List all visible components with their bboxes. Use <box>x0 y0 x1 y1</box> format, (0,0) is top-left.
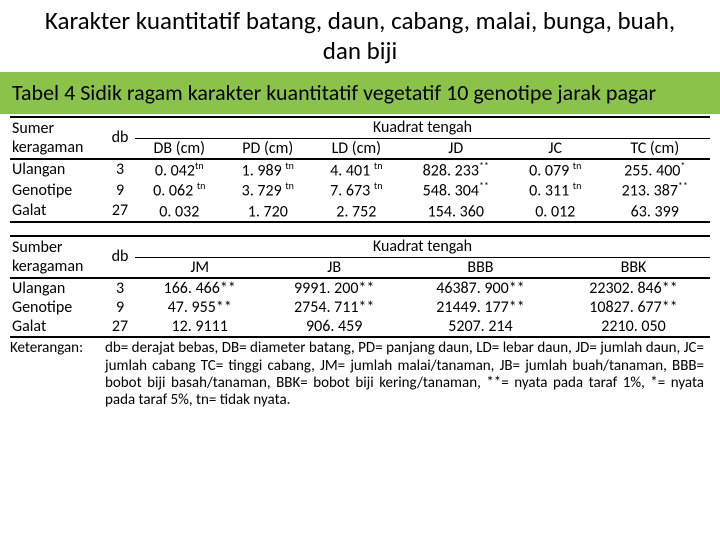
t1-r1-db: 9 <box>105 180 135 201</box>
t2-r2-c1: 906. 459 <box>264 317 404 337</box>
t2-r2-src: Galat <box>10 317 105 337</box>
slide-title: Karakter kuantitatif batang, daun, caban… <box>0 0 720 72</box>
t1-r0-c2: 4. 401 tn <box>312 159 401 180</box>
keterangan-label: Keterangan: <box>10 337 105 413</box>
t2-r1-c2: 21449. 177** <box>404 298 557 317</box>
t1-r0-c3: 828. 233** <box>401 159 511 180</box>
t2-r1-src: Genotipe <box>10 298 105 317</box>
t2-row-1: Genotipe 9 47. 955** 2754. 711** 21449. … <box>10 298 710 317</box>
t1-rowhead: Sumer keragaman <box>12 119 83 157</box>
t1-col-3: JD <box>401 138 511 158</box>
keterangan-row: Keterangan: db= derajat bebas, DB= diame… <box>10 337 710 413</box>
t1-kuadrat-head: Kuadrat tengah <box>135 117 710 138</box>
t1-col-4: JC <box>511 138 600 158</box>
t1-r1-c5: 213. 387** <box>600 180 711 201</box>
t2-db-head: db <box>105 236 135 277</box>
t1-r0-c0: 0. 042tn <box>135 159 224 180</box>
t1-r0-c5: 255. 400* <box>600 159 711 180</box>
t1-r2-db: 27 <box>105 201 135 223</box>
t2-r2-db: 27 <box>105 317 135 337</box>
table-1: Sumer keragaman db Kuadrat tengah DB (cm… <box>0 114 720 223</box>
t2-r2-c3: 2210. 050 <box>557 317 710 337</box>
t1-r0-db: 3 <box>105 159 135 180</box>
t1-row-2: Galat 27 0. 032 1. 720 2. 752 154. 360 0… <box>10 201 710 223</box>
t1-r1-c3: 548. 304** <box>401 180 511 201</box>
t1-row-1: Genotipe 9 0. 062 tn 3. 729 tn 7. 673 tn… <box>10 180 710 201</box>
t1-r1-c4: 0. 311 tn <box>511 180 600 201</box>
t1-col-0: DB (cm) <box>135 138 224 158</box>
t2-r0-c0: 166. 466** <box>135 278 264 298</box>
t2-r0-src: Ulangan <box>10 278 105 298</box>
t1-db-head: db <box>105 117 135 158</box>
caption-text: Tabel 4 Sidik ragam karakter kuantitatif… <box>12 79 656 106</box>
t1-r2-src: Galat <box>10 201 105 223</box>
t2-r2-c0: 12. 9111 <box>135 317 264 337</box>
t1-r2-c1: 1. 720 <box>224 201 313 223</box>
t2-r0-c2: 46387. 900** <box>404 278 557 298</box>
table-caption: Tabel 4 Sidik ragam karakter kuantitatif… <box>0 72 720 114</box>
t1-r2-c4: 0. 012 <box>511 201 600 223</box>
t2-col-3: BBK <box>557 257 710 277</box>
t2-r0-db: 3 <box>105 278 135 298</box>
t2-r1-c0: 47. 955** <box>135 298 264 317</box>
t1-r2-c2: 2. 752 <box>312 201 401 223</box>
t2-r0-c1: 9991. 200** <box>264 278 404 298</box>
t2-row-0: Ulangan 3 166. 466** 9991. 200** 46387. … <box>10 278 710 298</box>
t1-col-2: LD (cm) <box>312 138 401 158</box>
t1-r0-c1: 1. 989 tn <box>224 159 313 180</box>
t2-r1-c3: 10827. 677** <box>557 298 710 317</box>
t1-r0-src: Ulangan <box>10 159 105 180</box>
t1-r1-c1: 3. 729 tn <box>224 180 313 201</box>
t2-col-0: JM <box>135 257 264 277</box>
table-2: Sumber keragaman db Kuadrat tengah JM JB… <box>0 233 720 413</box>
t2-r0-c3: 22302. 846** <box>557 278 710 298</box>
keterangan-text: db= derajat bebas, DB= diameter batang, … <box>105 337 710 413</box>
t2-col-2: BBB <box>404 257 557 277</box>
t2-r1-c1: 2754. 711** <box>264 298 404 317</box>
t2-rowhead: Sumber keragaman <box>12 238 83 276</box>
t1-r1-c0: 0. 062 tn <box>135 180 224 201</box>
t1-row-0: Ulangan 3 0. 042tn 1. 989 tn 4. 401 tn 8… <box>10 159 710 180</box>
t1-col-5: TC (cm) <box>600 138 711 158</box>
t1-col-1: PD (cm) <box>224 138 313 158</box>
t1-r2-c0: 0. 032 <box>135 201 224 223</box>
t2-row-2: Galat 27 12. 9111 906. 459 5207. 214 221… <box>10 317 710 337</box>
t1-r2-c5: 63. 399 <box>600 201 711 223</box>
t2-r1-db: 9 <box>105 298 135 317</box>
t2-kuadrat-head: Kuadrat tengah <box>135 236 710 257</box>
t1-r1-src: Genotipe <box>10 180 105 201</box>
t2-r2-c2: 5207. 214 <box>404 317 557 337</box>
t2-col-1: JB <box>264 257 404 277</box>
t1-r0-c4: 0. 079 tn <box>511 159 600 180</box>
t1-r1-c2: 7. 673 tn <box>312 180 401 201</box>
t1-r2-c3: 154. 360 <box>401 201 511 223</box>
